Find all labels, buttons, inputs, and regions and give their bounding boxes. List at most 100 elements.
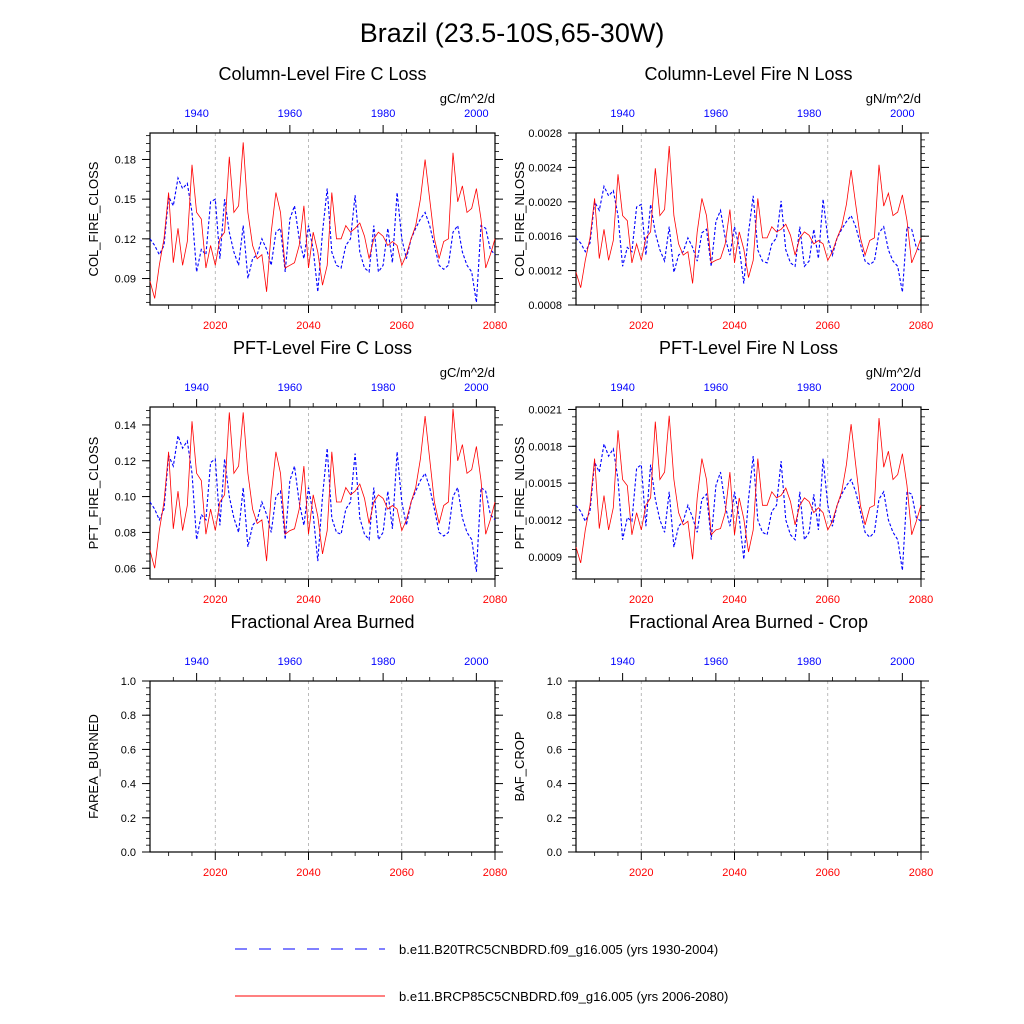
chart-panel-3: PFT-Level Fire C Loss gC/m^2/d 0.06 0.08 0.1… [86,338,507,606]
y-tick-label: 0.08 [115,527,136,539]
y-tick-label: 0.10 [115,492,136,504]
x-bottom-tick-label: 2080 [909,867,933,879]
x-bottom-tick-label: 2020 [203,867,227,879]
chart-panel-4: PFT-Level Fire N Loss gN/m^2/d 0.0009 0.001… [512,338,933,606]
y-tick-label: 0.0 [121,847,136,859]
y-tick-label: 0.0008 [528,300,562,312]
x-bottom-tick-label: 2080 [483,320,507,332]
x-bottom-tick-label: 2080 [909,320,933,332]
y-tick-label: 0.0012 [528,266,562,278]
chart-panel-2: Column-Level Fire N Loss gN/m^2/d 0.0008 0.… [512,64,933,332]
y-tick-label: 0.6 [121,744,136,756]
x-top-tick-label: 1980 [797,656,821,668]
y-tick-label: 0.0028 [528,128,562,140]
x-top-tick-label: 2000 [890,108,914,120]
x-top-tick-label: 2000 [890,656,914,668]
y-tick-label: 0.0018 [528,441,562,453]
chart-panel-1: Column-Level Fire C Loss gC/m^2/d 0.09 0.12… [86,64,507,332]
x-top-tick-label: 1980 [797,108,821,120]
y-tick-label: 0.2 [121,813,136,825]
legend-label-2: b.e11.BRCP85C5CNBDRD.f09_g16.005 (yrs 20… [399,989,728,1004]
x-bottom-tick-label: 2040 [722,320,746,332]
x-top-tick-label: 1940 [610,382,634,394]
x-bottom-tick-label: 2040 [296,320,320,332]
x-bottom-tick-label: 2080 [483,867,507,879]
x-top-tick-label: 1960 [278,656,302,668]
y-axis-label: COL_FIRE_NLOSS [512,161,527,276]
series-line-future [150,142,495,298]
y-tick-label: 0.0020 [528,197,562,209]
units-label: gN/m^2/d [866,365,921,380]
x-top-tick-label: 1960 [278,108,302,120]
x-bottom-tick-label: 2060 [390,867,414,879]
panels: Column-Level Fire C Loss gC/m^2/d 0.09 0.12… [86,64,933,879]
series-line-historical [150,178,495,302]
series-line-historical [576,186,921,292]
plot-frame [575,406,922,580]
y-tick-label: 0.06 [115,563,136,575]
y-axis-label: BAF_CROP [512,731,527,801]
x-top-tick-label: 1980 [371,656,395,668]
y-tick-label: 0.12 [115,234,136,246]
y-tick-label: 0.0024 [528,162,562,174]
x-top-tick-label: 1960 [704,382,728,394]
x-top-tick-label: 1940 [184,382,208,394]
x-top-tick-label: 2000 [464,656,488,668]
legend-label-1: b.e11.B20TRC5CNBDRD.f09_g16.005 (yrs 193… [399,942,718,957]
x-bottom-tick-label: 2020 [629,867,653,879]
x-top-tick-label: 1940 [610,108,634,120]
plot-frame [149,132,496,306]
x-bottom-tick-label: 2040 [296,867,320,879]
x-bottom-tick-label: 2040 [722,594,746,606]
chart-title: PFT-Level Fire N Loss [659,338,838,358]
x-top-tick-label: 2000 [890,382,914,394]
plot-frame [149,680,496,853]
x-top-tick-label: 1960 [704,656,728,668]
y-axis-label: FAREA_BURNED [86,714,101,819]
series-line-historical [150,436,495,572]
x-top-tick-label: 2000 [464,108,488,120]
x-bottom-tick-label: 2080 [483,594,507,606]
y-tick-label: 0.8 [547,710,562,722]
y-tick-label: 0.0021 [528,404,562,416]
plot-frame [575,680,922,853]
y-tick-label: 0.0009 [528,552,562,564]
units-label: gN/m^2/d [866,91,921,106]
y-axis-label: PFT_FIRE_CLOSS [86,436,101,549]
y-tick-label: 0.0 [547,847,562,859]
x-bottom-tick-label: 2060 [816,320,840,332]
units-label: gC/m^2/d [440,365,495,380]
series-line-future [150,409,495,569]
x-bottom-tick-label: 2080 [909,594,933,606]
y-tick-label: 0.18 [115,154,136,166]
chart-title: Fractional Area Burned - Crop [629,612,868,632]
series-line-future [576,146,921,288]
x-top-tick-label: 1980 [371,108,395,120]
x-bottom-tick-label: 2060 [816,594,840,606]
y-tick-label: 0.09 [115,274,136,286]
legend: b.e11.B20TRC5CNBDRD.f09_g16.005 (yrs 193… [235,942,728,1004]
y-tick-label: 1.0 [547,676,562,688]
chart-panel-6: Fractional Area Burned - Crop 0.0 0.2 0.4 0.… [512,612,933,879]
plot-frame [575,132,922,306]
x-top-tick-label: 1940 [610,656,634,668]
figure-title: Brazil (23.5-10S,65-30W) [360,18,665,48]
x-top-tick-label: 1940 [184,656,208,668]
chart-title: PFT-Level Fire C Loss [233,338,412,358]
y-tick-label: 0.6 [547,744,562,756]
x-bottom-tick-label: 2020 [203,320,227,332]
x-bottom-tick-label: 2060 [390,594,414,606]
chart-panel-5: Fractional Area Burned 0.0 0.2 0.4 0.6 0.8 1.0… [86,612,507,879]
chart-title: Column-Level Fire C Loss [218,64,426,84]
x-top-tick-label: 1980 [797,382,821,394]
x-top-tick-label: 2000 [464,382,488,394]
chart-title: Fractional Area Burned [230,612,414,632]
y-tick-label: 0.12 [115,456,136,468]
x-top-tick-label: 1960 [704,108,728,120]
y-tick-label: 0.15 [115,194,136,206]
y-axis-label: COL_FIRE_CLOSS [86,161,101,276]
y-axis-label: PFT_FIRE_NLOSS [512,436,527,549]
series-line-historical [576,444,921,571]
y-tick-label: 0.0015 [528,478,562,490]
